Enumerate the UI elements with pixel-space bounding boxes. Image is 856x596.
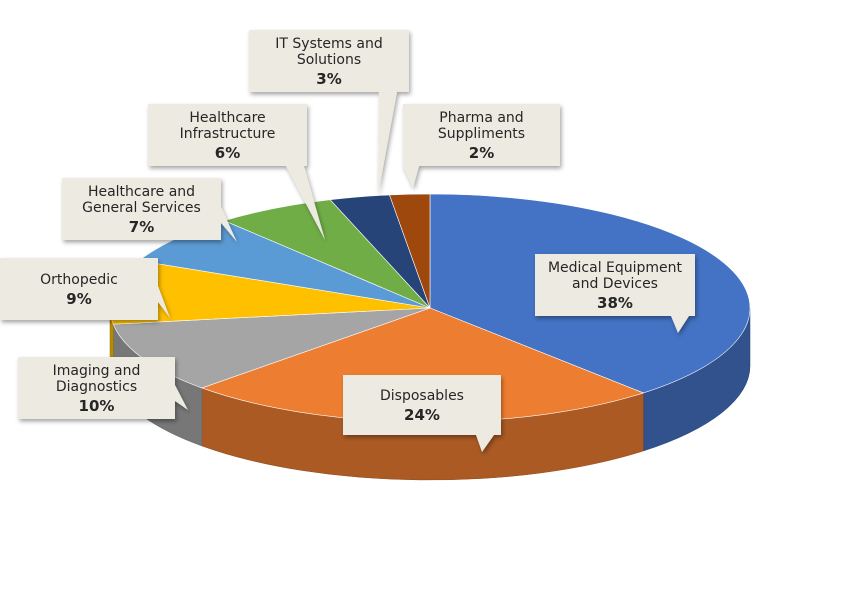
callout-label: General Services [82, 200, 201, 216]
callout-value: 7% [129, 218, 154, 236]
callout-value: 3% [316, 70, 341, 88]
callout-box [535, 254, 695, 333]
callout-box [0, 258, 170, 320]
callout-label: Infrastructure [180, 126, 276, 142]
callout-box [18, 357, 188, 419]
callout-value: 2% [469, 144, 494, 162]
callout-label: and Devices [572, 276, 658, 292]
callout-value: 24% [404, 406, 440, 424]
callout-orthopedic: Orthopedic 9% [0, 258, 170, 320]
callout-disposables: Disposables 24% [343, 375, 501, 452]
callout-label: IT Systems and [275, 36, 382, 52]
callout-value: 6% [215, 144, 240, 162]
callout-value: 9% [66, 290, 91, 308]
callout-label: Orthopedic [40, 272, 118, 288]
callout-box [62, 178, 237, 242]
callout-box [343, 375, 501, 452]
callout-label: Diagnostics [56, 379, 137, 395]
callout-label: Medical Equipment [548, 260, 683, 276]
callout-box [148, 104, 325, 240]
callout-label: Pharma and [439, 110, 523, 126]
slice-pharma-and-suppliments [389, 193, 431, 309]
callout-label: Healthcare [189, 110, 265, 126]
callout-label: Imaging and [53, 363, 141, 379]
callout-label: Disposables [380, 388, 464, 404]
callout-label: Solutions [297, 52, 361, 68]
callout-value: 38% [597, 294, 633, 312]
callout-box [403, 104, 560, 188]
callout-box [249, 30, 409, 195]
callout-label: Healthcare and [88, 184, 195, 200]
callout-label: Suppliments [438, 126, 525, 142]
callout-value: 10% [79, 397, 115, 415]
